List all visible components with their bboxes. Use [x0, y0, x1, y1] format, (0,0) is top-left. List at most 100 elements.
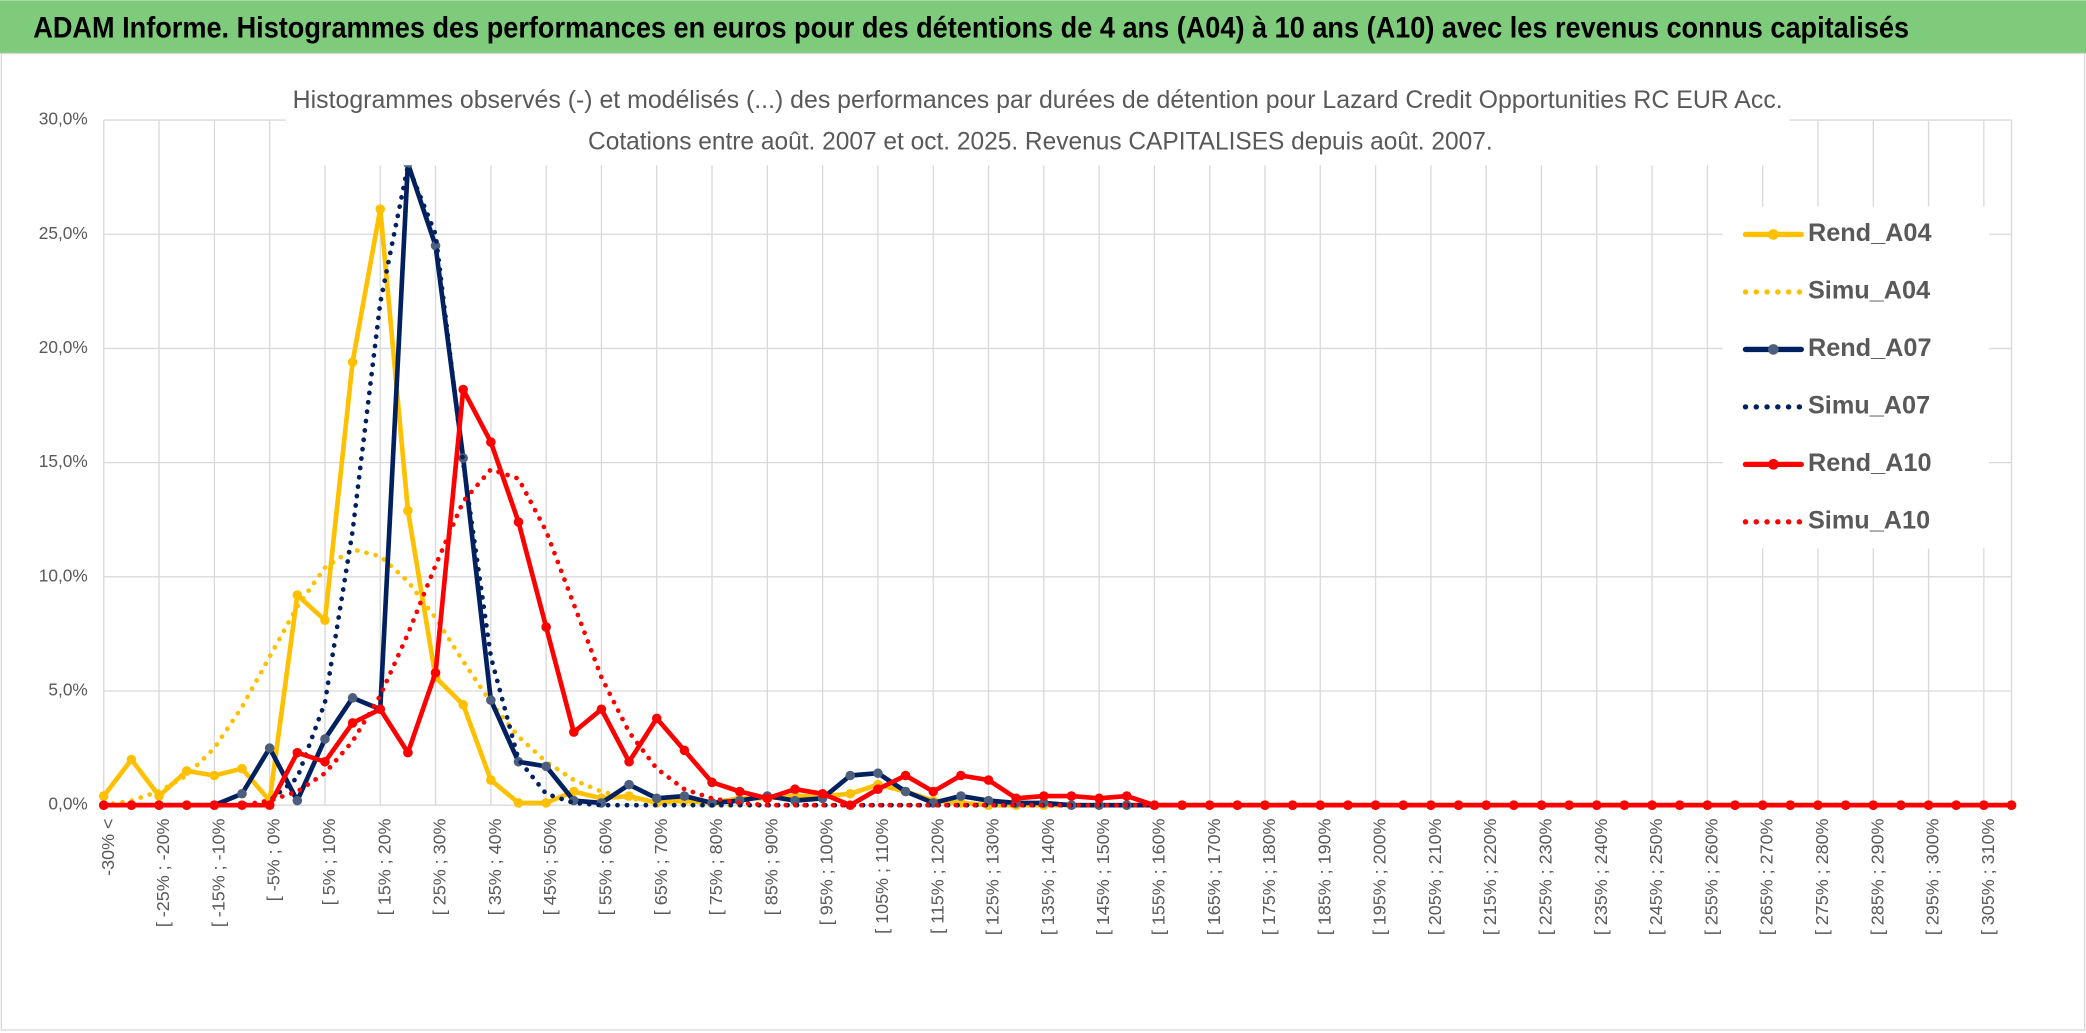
series-marker [1702, 800, 1713, 810]
series-marker [1730, 800, 1740, 810]
legend-label: Rend_A07 [1808, 334, 1932, 362]
legend-box [1722, 206, 1989, 549]
legend-marker [1768, 344, 1779, 355]
x-tick-label: [ 45% ; 50% [540, 818, 560, 915]
x-tick-label: [ 195% ; 200% [1370, 818, 1390, 935]
chart-frame [0, 52, 2086, 1031]
series-marker [1398, 800, 1409, 810]
x-tick-label: [ 125% ; 130% [983, 818, 1003, 935]
series-marker [1011, 793, 1021, 804]
series-marker [568, 727, 579, 737]
y-tick-label: 20,0% [39, 337, 88, 357]
series-marker [1757, 800, 1768, 810]
series-marker [375, 204, 386, 214]
series-marker [734, 786, 745, 797]
legend: Rend_A04 Simu_A04 Rend_A07 Simu_A07 Rend_A10… [1722, 206, 1989, 549]
series-marker [1039, 791, 1049, 801]
series-marker [154, 791, 164, 801]
legend-marker [1768, 459, 1779, 470]
series-marker [264, 743, 275, 753]
series-marker [762, 793, 773, 804]
x-tick-label: [ 185% ; 190% [1314, 818, 1334, 935]
series-marker [817, 788, 828, 799]
x-tick-label: [ 255% ; 260% [1701, 818, 1721, 935]
series-marker [900, 770, 911, 781]
series-marker [541, 622, 551, 632]
x-tick-label: [ 155% ; 160% [1148, 818, 1168, 935]
x-tick-label: [ 205% ; 210% [1425, 818, 1445, 935]
series-marker [513, 798, 524, 808]
x-tick-label: [ -25% ; -20% [153, 818, 173, 927]
series-marker [956, 770, 966, 781]
series-marker [430, 240, 441, 251]
x-tick-label: [ 5% ; 10% [319, 818, 339, 905]
series-marker [790, 784, 800, 794]
series-marker [209, 800, 220, 810]
series-marker [292, 795, 303, 806]
legend-marker [1768, 229, 1779, 240]
series-marker [513, 517, 524, 527]
y-tick-label: 0,0% [48, 794, 87, 814]
legend-label: Rend_A04 [1808, 219, 1932, 247]
series-marker [375, 704, 386, 715]
series-marker [873, 768, 883, 779]
series-marker [320, 615, 330, 625]
series-marker [292, 590, 303, 600]
y-tick-label: 10,0% [39, 565, 88, 585]
x-tick-label: [ 285% ; 290% [1867, 818, 1887, 935]
series-marker [1287, 800, 1298, 810]
series-marker [1094, 793, 1104, 804]
x-tick-label: [ 245% ; 250% [1646, 818, 1666, 935]
x-tick-label: [ 75% ; 80% [706, 818, 726, 915]
y-tick-label: 25,0% [39, 223, 88, 243]
y-tick-label: 15,0% [39, 451, 88, 471]
series-marker [1121, 791, 1132, 801]
x-tick-label: [ 55% ; 60% [595, 818, 615, 915]
series-marker [541, 761, 551, 772]
series-marker [292, 747, 303, 758]
x-tick-label: [ 165% ; 170% [1204, 818, 1224, 935]
series-marker [707, 777, 717, 788]
series-marker [596, 704, 607, 715]
x-tick-label: [ 305% ; 310% [1978, 818, 1998, 935]
series-marker [845, 788, 856, 799]
series-marker [624, 779, 634, 790]
series-marker [458, 384, 468, 395]
series-marker [430, 667, 441, 678]
x-tick-label: [ 135% ; 140% [1038, 818, 1058, 935]
series-marker [845, 770, 856, 781]
legend-label: Simu_A10 [1808, 506, 1930, 534]
series-marker [873, 784, 883, 794]
series-marker [320, 734, 330, 744]
header-bar [0, 0, 2086, 54]
x-tick-label: [ 145% ; 150% [1093, 818, 1113, 935]
x-tick-label: [ 225% ; 230% [1536, 818, 1556, 935]
series-marker [1785, 800, 1796, 810]
x-tick-label: [ 115% ; 120% [927, 818, 947, 933]
series-marker [486, 775, 496, 785]
series-marker [651, 713, 662, 724]
series-marker [403, 505, 413, 516]
legend-label: Rend_A10 [1808, 449, 1932, 477]
x-tick-label: [ 295% ; 300% [1923, 818, 1943, 935]
series-marker [679, 791, 690, 801]
x-tick-label: [ 35% ; 40% [485, 818, 505, 915]
series-marker [1066, 791, 1077, 801]
x-tick-label: [ 95% ; 100% [817, 818, 837, 925]
x-tick-label: [ 105% ; 110% [872, 818, 892, 933]
series-marker [320, 757, 330, 767]
series-marker [209, 770, 220, 781]
x-tick-label: -30% < [98, 818, 118, 875]
series-marker [486, 437, 496, 447]
x-tick-label: [ 15% ; 20% [374, 818, 394, 915]
x-tick-label: [ 275% ; 280% [1812, 818, 1832, 935]
series-marker [1813, 800, 1823, 810]
series-marker [237, 763, 247, 774]
series-marker [900, 786, 911, 797]
series-marker [403, 747, 413, 758]
series-marker [347, 718, 358, 728]
subtitle-line: Cotations entre août. 2007 et oct. 2025.… [588, 127, 1493, 155]
series-marker [568, 786, 579, 797]
series-marker [2006, 800, 2017, 810]
